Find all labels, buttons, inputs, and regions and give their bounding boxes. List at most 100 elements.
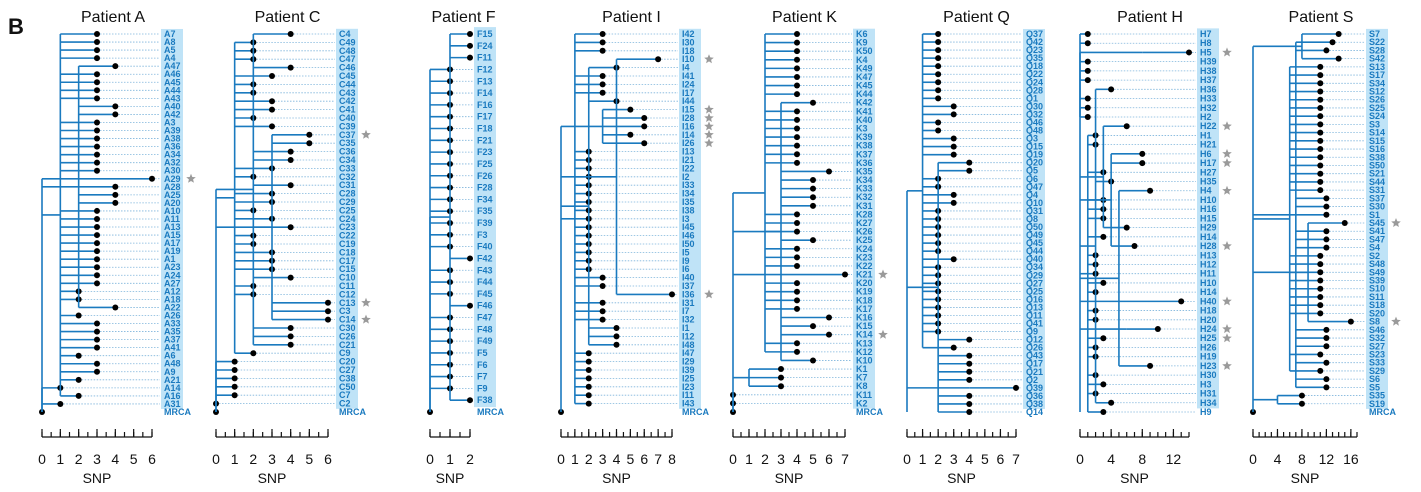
leaf-label: A1 bbox=[164, 254, 176, 264]
leaf-label: H29 bbox=[1200, 223, 1217, 233]
leaf-node bbox=[287, 157, 294, 163]
leaf-label: H15 bbox=[1200, 213, 1217, 223]
leaf-label: I36 bbox=[682, 289, 695, 299]
leaf-node bbox=[599, 283, 606, 289]
leaf-label: Q42 bbox=[1026, 37, 1043, 47]
leaf-node bbox=[935, 39, 942, 46]
leaf-label: C36 bbox=[339, 147, 356, 157]
leaf-node bbox=[950, 151, 957, 158]
leaf-node bbox=[1317, 178, 1324, 185]
leaf-node bbox=[306, 131, 313, 138]
leaf-label: S5 bbox=[1369, 382, 1380, 392]
leaf-node bbox=[1123, 123, 1130, 130]
x-tick-label: 0 bbox=[1249, 451, 1257, 467]
leaf-node bbox=[794, 305, 800, 312]
leaf-label: A10 bbox=[164, 206, 181, 216]
leaf-label: S28 bbox=[1369, 45, 1385, 55]
leaf-node bbox=[599, 31, 606, 37]
leaf-label: F26 bbox=[477, 171, 493, 181]
leaf-label: I37 bbox=[682, 281, 695, 291]
leaf-label: C18 bbox=[339, 247, 356, 257]
leaf-node bbox=[794, 340, 800, 347]
leaf-label: S42 bbox=[1369, 54, 1385, 64]
leaf-label: Q16 bbox=[1026, 294, 1043, 304]
leaf-node bbox=[94, 280, 100, 287]
leaf-node bbox=[94, 119, 100, 126]
x-tick-label: 2 bbox=[761, 451, 769, 467]
x-tick-label: 6 bbox=[825, 451, 833, 467]
leaf-label: A26 bbox=[164, 310, 181, 320]
leaf-label: S50 bbox=[1369, 160, 1385, 170]
leaf-label: I38 bbox=[682, 205, 695, 215]
x-tick-label: 3 bbox=[950, 451, 958, 467]
x-tick-label: 0 bbox=[557, 451, 565, 467]
star-icon bbox=[1222, 296, 1232, 306]
leaf-node bbox=[1317, 187, 1324, 194]
leaf-node bbox=[599, 81, 606, 88]
leaf-label: C27 bbox=[339, 365, 356, 375]
leaf-label: A44 bbox=[164, 85, 181, 95]
leaf-node bbox=[1323, 326, 1330, 333]
leaf-label: Q44 bbox=[1026, 246, 1043, 256]
leaf-label: Q37 bbox=[1026, 29, 1043, 39]
tree-title: Patient C bbox=[255, 9, 321, 26]
leaf-node bbox=[810, 99, 816, 106]
leaf-node bbox=[1317, 146, 1324, 153]
leaf-label: S37 bbox=[1369, 193, 1385, 203]
tree-panel-5: Patient KK6K9K50K4K49K47K45K44K42K41K40K… bbox=[729, 9, 888, 486]
leaf-label: C12 bbox=[339, 289, 356, 299]
leaf-label: A47 bbox=[164, 61, 181, 71]
leaf-node bbox=[794, 31, 800, 37]
leaf-label: K41 bbox=[856, 106, 873, 116]
leaf-label: H33 bbox=[1200, 94, 1217, 104]
leaf-node bbox=[94, 71, 100, 78]
leaf-label: K27 bbox=[856, 218, 873, 228]
leaf-label: C49 bbox=[339, 37, 356, 47]
tree-title: Patient S bbox=[1289, 9, 1354, 26]
leaf-label: S44 bbox=[1369, 177, 1385, 187]
leaf-node bbox=[325, 316, 331, 323]
leaf-label: F17 bbox=[477, 112, 493, 122]
leaf-label: K2 bbox=[856, 398, 868, 408]
leaf-node bbox=[794, 125, 800, 132]
star-icon bbox=[704, 54, 714, 64]
x-tick-label: 0 bbox=[729, 451, 737, 467]
leaf-node bbox=[1100, 335, 1107, 342]
leaf-label: A36 bbox=[164, 142, 181, 152]
leaf-label: Q27 bbox=[1026, 278, 1043, 288]
x-tick-label: 7 bbox=[1012, 451, 1020, 467]
leaf-label: F45 bbox=[477, 289, 493, 299]
x-tick-label: 5 bbox=[981, 451, 989, 467]
leaf-node bbox=[1317, 277, 1324, 284]
leaf-label: C31 bbox=[339, 180, 356, 190]
leaf-node bbox=[1084, 104, 1091, 111]
x-tick-label: 0 bbox=[426, 451, 434, 467]
leaf-label: K1 bbox=[856, 364, 868, 374]
leaf-node bbox=[250, 350, 257, 357]
x-tick-label: 0 bbox=[903, 451, 911, 467]
leaf-label: I4 bbox=[682, 63, 690, 73]
x-tick-label: 7 bbox=[654, 451, 662, 467]
leaf-label: S22 bbox=[1369, 37, 1385, 47]
leaf-label: I10 bbox=[682, 54, 695, 64]
leaf-label: S3 bbox=[1369, 119, 1380, 129]
leaf-label: A41 bbox=[164, 343, 181, 353]
star-icon bbox=[1391, 218, 1401, 227]
leaf-label: S25 bbox=[1369, 103, 1385, 113]
leaf-label: Q29 bbox=[1026, 270, 1043, 280]
leaf-node bbox=[467, 54, 473, 61]
leaf-node bbox=[935, 31, 942, 37]
leaf-label: C37 bbox=[339, 130, 356, 140]
leaf-node bbox=[1317, 162, 1324, 169]
x-tick-label: 6 bbox=[997, 451, 1005, 467]
leaf-label: I17 bbox=[682, 88, 695, 98]
x-axis-label: SNP bbox=[1120, 470, 1149, 486]
leaf-node bbox=[950, 191, 957, 198]
leaf-label: A40 bbox=[164, 101, 181, 111]
leaf-label: C41 bbox=[339, 105, 356, 115]
x-tick-label: 3 bbox=[777, 451, 785, 467]
leaf-node bbox=[935, 55, 942, 62]
leaf-node bbox=[810, 185, 816, 192]
leaf-label: A21 bbox=[164, 375, 181, 385]
x-tick-label: 4 bbox=[287, 451, 295, 467]
